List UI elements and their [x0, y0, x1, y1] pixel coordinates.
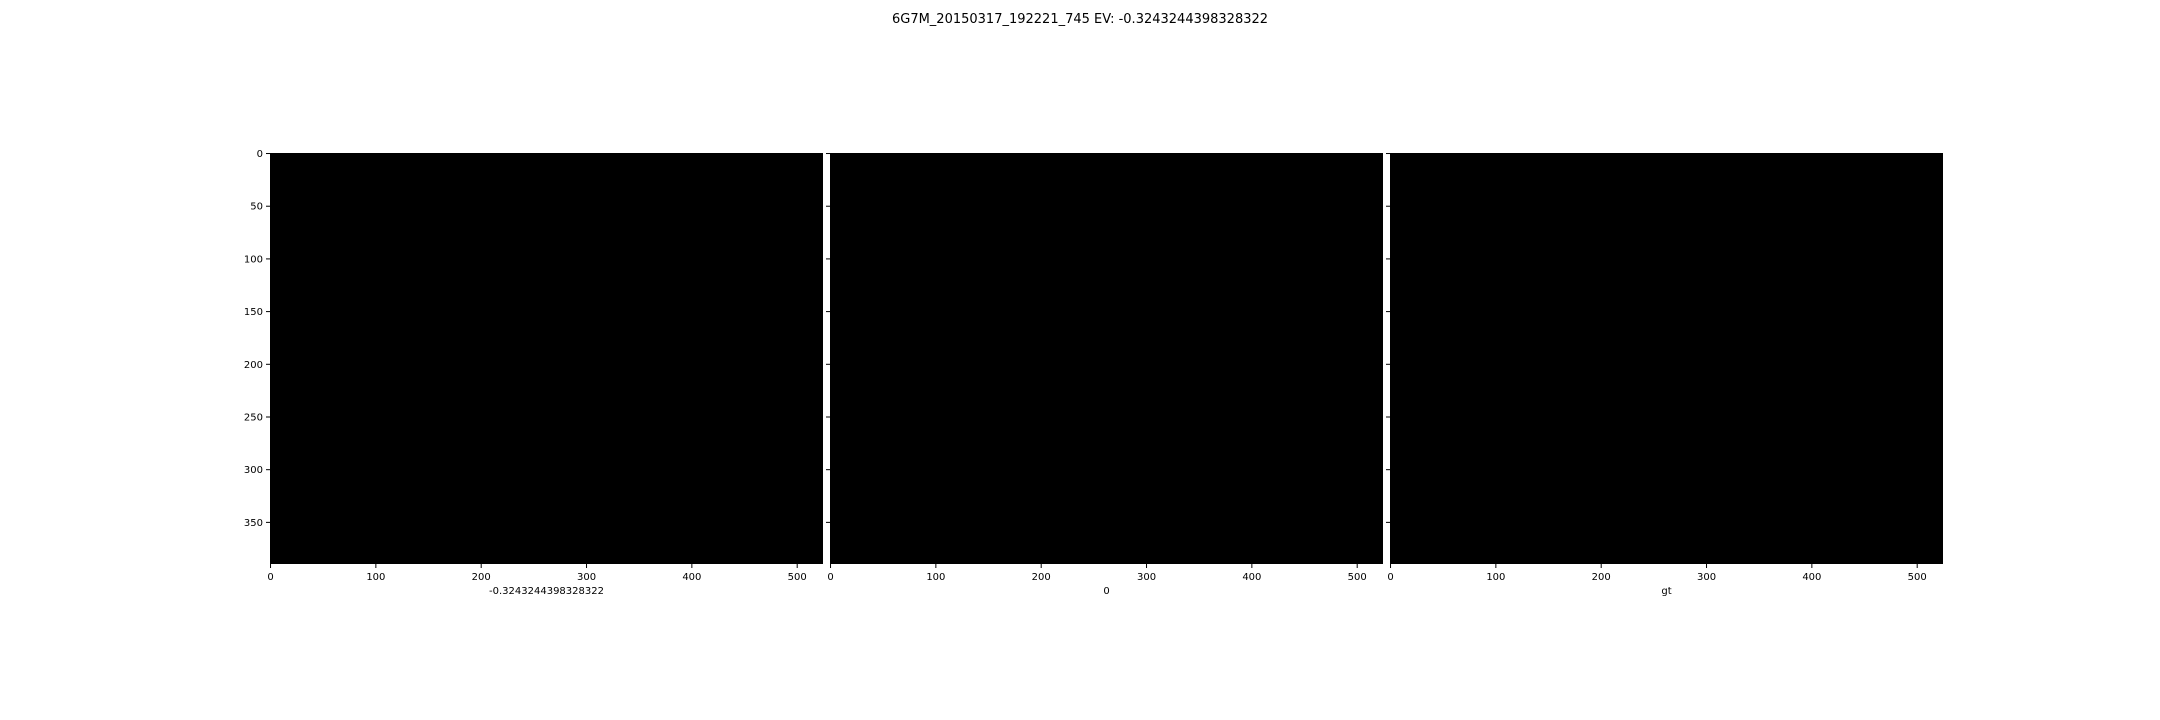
y-tick-label: 300 [244, 465, 263, 476]
x-axis-label: 0 [1103, 586, 1109, 597]
y-tick-label: 350 [244, 518, 263, 529]
panel-3: 0 100 200 300 400 500 gt [1386, 153, 1943, 597]
x-tick-label: 500 [1908, 572, 1927, 583]
panel-image [270, 153, 823, 564]
x-tick-label: 400 [682, 572, 701, 583]
x-tick-label: 200 [1032, 572, 1051, 583]
x-tick-label: 400 [1802, 572, 1821, 583]
x-tick-label: 500 [788, 572, 807, 583]
x-tick-label: 200 [1592, 572, 1611, 583]
y-tick-label: 250 [244, 412, 263, 423]
x-axis-label: -0.3243244398328322 [489, 586, 604, 597]
y-tick-label: 0 [257, 149, 263, 160]
x-tick-label: 0 [1387, 572, 1393, 583]
panel-image [1390, 153, 1943, 564]
y-tick-label: 100 [244, 254, 263, 265]
x-tick-label: 500 [1348, 572, 1367, 583]
x-tick-label: 0 [267, 572, 273, 583]
x-tick-label: 200 [472, 572, 491, 583]
x-tick-label: 0 [827, 572, 833, 583]
x-tick-label: 300 [1697, 572, 1716, 583]
y-tick-label: 50 [250, 202, 263, 213]
x-tick-label: 100 [366, 572, 385, 583]
x-tick-label: 400 [1242, 572, 1261, 583]
x-tick-label: 100 [1486, 572, 1505, 583]
x-tick-label: 100 [926, 572, 945, 583]
x-tick-label: 300 [577, 572, 596, 583]
panel-1: 0 100 200 300 400 500 0 50 100 150 200 250 300 350 -0.… [244, 149, 823, 597]
x-axis-label: gt [1661, 586, 1671, 597]
panel-2: 0 100 200 300 400 500 0 [826, 153, 1383, 597]
x-tick-label: 300 [1137, 572, 1156, 583]
figure-title: 6G7M_20150317_192221_745 EV: -0.32432443… [891, 12, 1269, 27]
y-tick-label: 200 [244, 360, 263, 371]
y-tick-label: 150 [244, 307, 263, 318]
panel-image [830, 153, 1383, 564]
